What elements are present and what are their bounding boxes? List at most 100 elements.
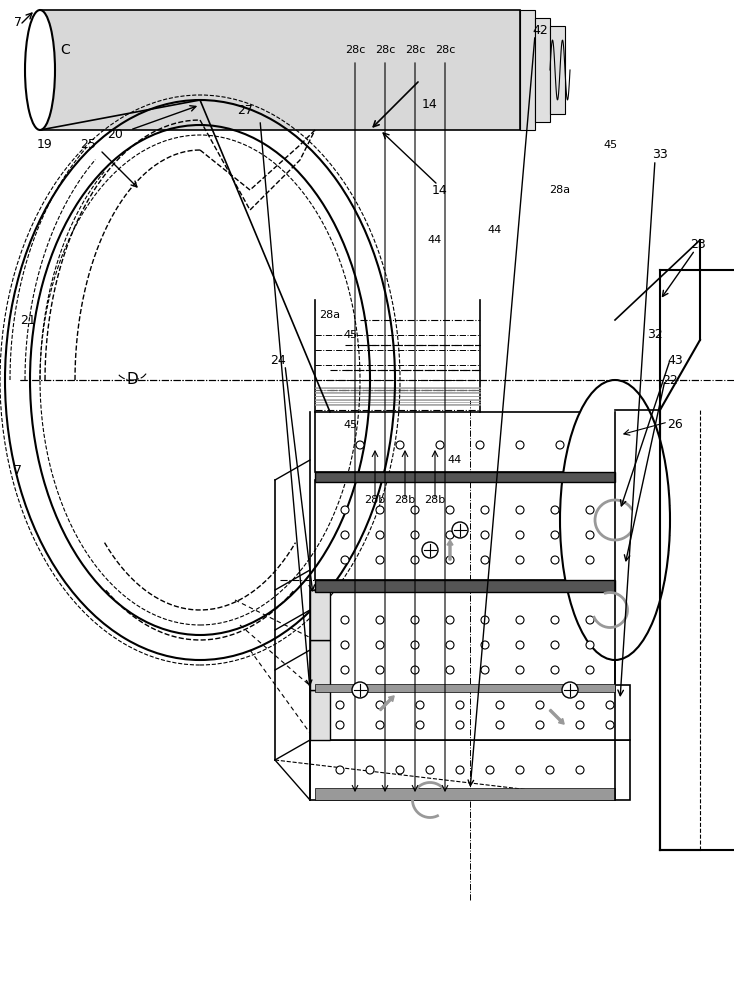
Circle shape [376,641,384,649]
Circle shape [456,701,464,709]
Circle shape [551,616,559,624]
Circle shape [586,506,594,514]
Text: 19: 19 [37,138,53,151]
Circle shape [516,556,524,564]
Text: 32: 32 [647,328,663,342]
Circle shape [352,682,368,698]
Text: D: D [126,372,138,387]
Circle shape [436,441,444,449]
Circle shape [516,531,524,539]
Text: 45: 45 [603,140,617,150]
Circle shape [586,531,594,539]
Bar [310,690,330,740]
Text: 44: 44 [488,225,502,235]
Circle shape [416,701,424,709]
Circle shape [396,441,404,449]
Circle shape [411,616,419,624]
Bar [315,412,615,472]
Circle shape [576,766,584,774]
Circle shape [586,666,594,674]
Circle shape [496,721,504,729]
Circle shape [376,701,384,709]
Circle shape [516,506,524,514]
Circle shape [452,522,468,538]
Circle shape [556,441,564,449]
Circle shape [536,701,544,709]
Circle shape [426,766,434,774]
Circle shape [446,556,454,564]
Circle shape [376,721,384,729]
Text: 28b: 28b [394,495,415,505]
Circle shape [586,641,594,649]
Circle shape [411,666,419,674]
Text: 28c: 28c [375,45,395,55]
Text: 25: 25 [80,138,96,151]
Text: 44: 44 [448,455,462,465]
Circle shape [551,531,559,539]
Circle shape [516,616,524,624]
Text: 42: 42 [532,23,548,36]
Circle shape [606,721,614,729]
Bar [310,640,330,690]
Circle shape [481,666,489,674]
Circle shape [422,542,438,558]
Circle shape [376,506,384,514]
Circle shape [341,616,349,624]
FancyBboxPatch shape [40,10,520,130]
Text: 14: 14 [432,184,448,196]
Circle shape [356,441,364,449]
Text: 28c: 28c [405,45,425,55]
Text: 28a: 28a [319,310,341,320]
Text: 14: 14 [422,99,438,111]
Text: 44: 44 [428,235,442,245]
Circle shape [486,766,494,774]
Text: 45: 45 [343,330,357,340]
Circle shape [446,666,454,674]
Text: 27: 27 [237,104,253,116]
Circle shape [446,506,454,514]
Text: 26: 26 [667,418,683,432]
Circle shape [336,721,344,729]
Circle shape [562,682,578,698]
Text: 33: 33 [652,148,668,161]
Circle shape [416,721,424,729]
Circle shape [481,506,489,514]
Circle shape [341,666,349,674]
Text: 20: 20 [107,128,123,141]
Circle shape [376,531,384,539]
Circle shape [411,531,419,539]
Circle shape [576,701,584,709]
Circle shape [411,506,419,514]
Ellipse shape [25,10,55,130]
Text: 28a: 28a [550,185,570,195]
Bar [310,590,330,640]
Circle shape [336,766,344,774]
Bar [315,684,615,692]
Text: 28b: 28b [424,495,446,505]
Circle shape [481,531,489,539]
FancyArrow shape [447,540,453,560]
Circle shape [551,506,559,514]
Bar [310,740,630,800]
Circle shape [516,766,524,774]
Circle shape [551,641,559,649]
Circle shape [411,556,419,564]
Bar [520,10,535,130]
Text: 24: 24 [270,354,286,366]
Text: C: C [60,43,70,57]
Circle shape [576,721,584,729]
FancyArrow shape [549,709,564,724]
Bar [310,685,630,740]
Circle shape [376,616,384,624]
Text: 7: 7 [14,464,22,477]
Circle shape [606,701,614,709]
Bar [315,590,615,690]
Circle shape [366,766,374,774]
Circle shape [516,641,524,649]
Text: 28c: 28c [435,45,455,55]
Circle shape [496,701,504,709]
Circle shape [456,721,464,729]
Bar [315,472,615,482]
Circle shape [516,441,524,449]
Circle shape [376,666,384,674]
